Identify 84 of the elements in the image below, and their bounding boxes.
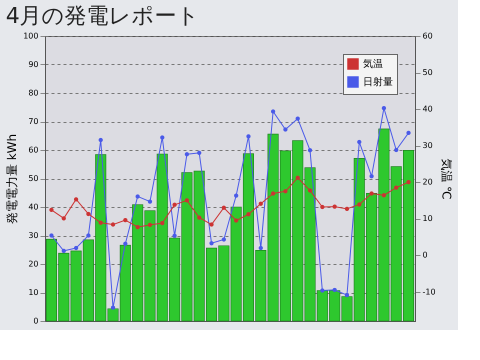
y-axis-title: 発電電力量 kWh bbox=[5, 134, 20, 224]
point bbox=[184, 152, 190, 156]
point bbox=[62, 248, 66, 254]
point bbox=[296, 176, 300, 180]
point bbox=[148, 199, 152, 204]
point bbox=[197, 215, 202, 220]
point bbox=[74, 197, 78, 202]
y2-tick-label: 40 bbox=[422, 104, 433, 114]
point bbox=[209, 222, 214, 227]
point bbox=[283, 189, 288, 194]
point bbox=[98, 138, 103, 142]
point bbox=[394, 186, 398, 190]
point bbox=[160, 220, 164, 226]
legend-label: 日射量 bbox=[363, 76, 393, 88]
point bbox=[406, 180, 411, 184]
point bbox=[49, 208, 54, 212]
point bbox=[258, 246, 263, 250]
point bbox=[246, 212, 251, 216]
y-tick-label: 40 bbox=[28, 202, 38, 212]
y-tick-label: 0 bbox=[33, 316, 38, 326]
y2-tick-label: -10 bbox=[422, 287, 436, 296]
y-tick-label: 70 bbox=[28, 117, 38, 126]
point bbox=[357, 202, 362, 207]
point bbox=[49, 233, 54, 238]
point bbox=[320, 204, 324, 210]
point bbox=[394, 148, 398, 152]
y-tick-label: 100 bbox=[23, 32, 38, 40]
point bbox=[110, 305, 116, 310]
point bbox=[406, 130, 411, 136]
point bbox=[270, 191, 276, 196]
point bbox=[62, 216, 66, 220]
y-tick-label: 10 bbox=[28, 288, 38, 297]
point bbox=[136, 194, 140, 199]
point bbox=[172, 202, 177, 207]
point bbox=[172, 234, 177, 238]
point bbox=[308, 188, 312, 193]
y2-tick-label: 30 bbox=[422, 141, 433, 150]
y2-tick-label: 0 bbox=[422, 250, 428, 260]
point bbox=[246, 134, 251, 138]
point bbox=[270, 109, 276, 114]
point bbox=[357, 140, 362, 144]
point bbox=[234, 193, 238, 198]
point bbox=[234, 218, 238, 223]
point bbox=[283, 127, 288, 132]
point bbox=[160, 135, 164, 140]
y2-tick-label: 50 bbox=[422, 68, 433, 78]
point bbox=[110, 222, 116, 227]
point bbox=[296, 116, 300, 121]
point bbox=[344, 206, 350, 211]
point bbox=[369, 174, 374, 178]
point bbox=[209, 241, 214, 246]
y-tick-label: 30 bbox=[28, 231, 38, 240]
point bbox=[382, 193, 386, 198]
point bbox=[369, 191, 374, 196]
y-tick-label: 20 bbox=[28, 260, 38, 268]
point bbox=[86, 212, 91, 216]
point bbox=[123, 242, 128, 246]
point bbox=[184, 198, 190, 203]
point bbox=[382, 106, 386, 110]
point bbox=[98, 220, 103, 225]
y-tick-label: 50 bbox=[28, 174, 38, 183]
point bbox=[258, 202, 263, 206]
y-tick-label: 80 bbox=[28, 88, 38, 98]
point bbox=[74, 246, 78, 250]
point bbox=[320, 288, 324, 293]
point bbox=[148, 222, 152, 228]
y-tick-label: 60 bbox=[28, 146, 38, 154]
point bbox=[86, 233, 91, 238]
point bbox=[123, 218, 128, 222]
y2-tick-label: 60 bbox=[422, 32, 433, 40]
point bbox=[332, 288, 337, 292]
chart-title: 4月の発電レポート bbox=[6, 4, 200, 29]
point bbox=[136, 224, 140, 230]
point bbox=[308, 148, 312, 152]
point bbox=[344, 292, 350, 298]
point bbox=[222, 237, 226, 242]
y2-tick-label: 10 bbox=[422, 214, 433, 224]
point bbox=[222, 206, 226, 210]
point bbox=[197, 150, 202, 155]
y2-tick-label: 20 bbox=[422, 178, 433, 187]
y-tick-label: 90 bbox=[28, 60, 38, 69]
legend-label: 気温 bbox=[363, 58, 383, 70]
point bbox=[332, 204, 337, 209]
y2-axis-title: 気温 ℃ bbox=[440, 158, 454, 200]
